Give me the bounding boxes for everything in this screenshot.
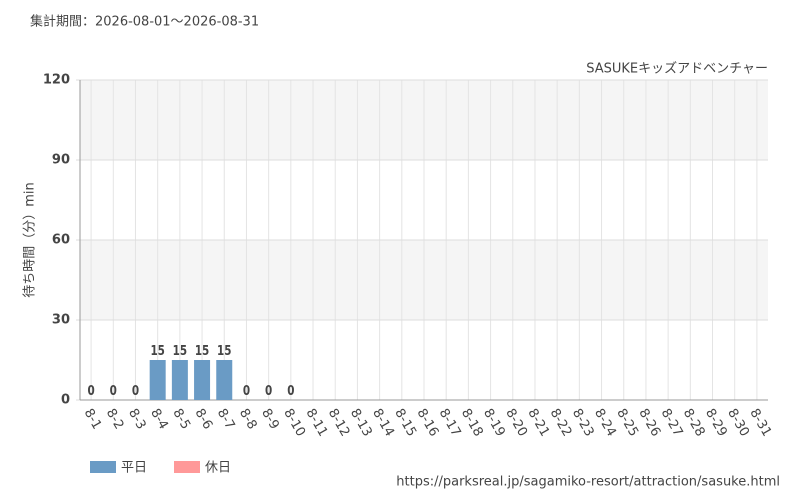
y-tick-label: 90	[52, 153, 70, 168]
x-tick-label: 8-21	[524, 406, 552, 439]
chart-subtitle: SASUKEキッズアドベンチャー	[586, 61, 768, 77]
bar	[171, 360, 188, 400]
x-tick-label: 8-25	[613, 406, 641, 439]
y-axis-label: 待ち時間（分）min	[23, 182, 38, 298]
y-tick-label: 60	[52, 233, 70, 248]
bar	[149, 360, 166, 400]
x-tick-label: 8-20	[502, 406, 530, 439]
value-label: 15	[173, 343, 187, 358]
x-tick-label: 8-5	[169, 406, 193, 432]
bar	[216, 360, 233, 400]
y-tick-label: 30	[52, 313, 70, 328]
x-tick-label: 8-24	[591, 406, 619, 439]
x-tick-label: 8-7	[214, 406, 238, 432]
value-label: 0	[287, 383, 294, 398]
legend-label: 平日	[121, 461, 147, 476]
x-tick-label: 8-23	[569, 406, 597, 439]
value-label: 0	[132, 383, 139, 398]
legend-swatch	[90, 461, 116, 473]
x-tick-label: 8-1	[81, 406, 105, 432]
x-tick-label: 8-17	[436, 406, 464, 439]
x-tick-label: 8-16	[414, 406, 442, 439]
x-tick-label: 8-31	[746, 406, 774, 439]
x-tick-label: 8-28	[680, 406, 708, 439]
x-tick-label: 8-18	[458, 406, 486, 439]
x-tick-label: 8-22	[547, 406, 575, 439]
legend-swatch	[174, 461, 200, 473]
value-label: 0	[265, 383, 272, 398]
x-tick-label: 8-13	[347, 406, 375, 439]
x-tick-label: 8-12	[325, 406, 353, 439]
value-label: 15	[217, 343, 231, 358]
x-tick-label: 8-27	[658, 406, 686, 439]
x-tick-label: 8-9	[258, 406, 282, 432]
x-tick-label: 8-30	[724, 406, 752, 439]
x-tick-label: 8-10	[280, 406, 308, 439]
y-tick-label: 0	[61, 393, 70, 408]
x-tick-label: 8-29	[702, 406, 730, 439]
x-tick-label: 8-19	[480, 406, 508, 439]
value-label: 0	[243, 383, 250, 398]
x-tick-label: 8-15	[391, 406, 419, 439]
legend-label: 休日	[205, 461, 231, 476]
y-tick-label: 120	[43, 73, 70, 88]
bar	[194, 360, 211, 400]
value-label: 15	[195, 343, 209, 358]
value-label: 0	[87, 383, 94, 398]
x-tick-label: 8-8	[236, 406, 260, 432]
source-url: https://parksreal.jp/sagamiko-resort/att…	[396, 475, 780, 490]
x-tick-label: 8-14	[369, 406, 397, 439]
x-tick-label: 8-6	[192, 406, 216, 432]
x-tick-label: 8-11	[303, 406, 331, 439]
value-label: 15	[150, 343, 164, 358]
x-tick-label: 8-2	[103, 406, 127, 432]
x-tick-label: 8-26	[635, 406, 663, 439]
x-tick-label: 8-4	[147, 406, 171, 432]
value-label: 0	[110, 383, 117, 398]
chart-title: 集計期間：2026-08-01～2026-08-31	[30, 14, 259, 30]
x-tick-label: 8-3	[125, 406, 149, 432]
